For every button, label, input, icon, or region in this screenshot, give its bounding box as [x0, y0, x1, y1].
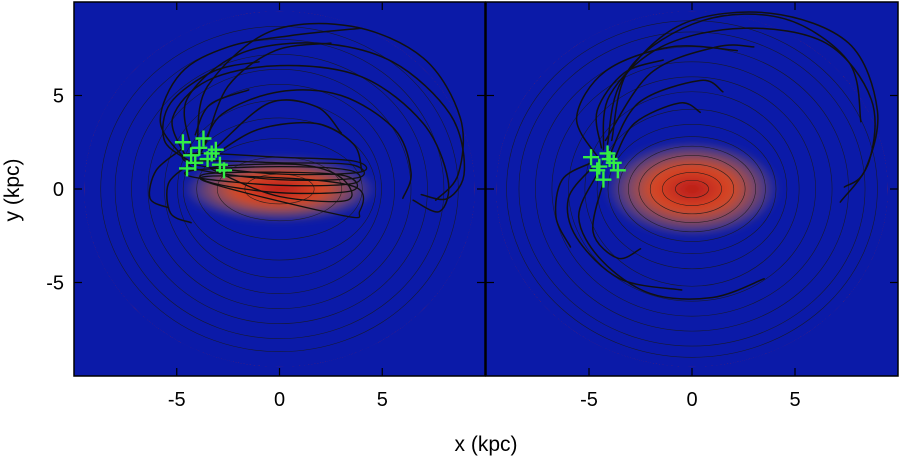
contour-line — [607, 124, 777, 254]
start-marker — [583, 149, 600, 166]
contour-line — [568, 76, 816, 302]
start-marker — [605, 154, 622, 171]
orbit-path — [577, 173, 765, 300]
plot-area-right — [486, 2, 898, 376]
bar-orbit-path — [188, 159, 365, 181]
start-marker — [203, 145, 220, 162]
y-tick-label: 0 — [53, 179, 64, 201]
start-marker — [591, 158, 608, 175]
start-marker — [183, 147, 200, 164]
x-axis-label: x (kpc) — [455, 433, 518, 456]
orbit-path — [196, 22, 465, 201]
plot-area-left — [74, 2, 485, 376]
ticks — [486, 2, 898, 376]
orbit-path — [608, 79, 724, 157]
contour-line — [182, 117, 377, 261]
density-bar — [604, 141, 780, 237]
bar-orbit-path — [199, 175, 365, 219]
orbit-path — [162, 61, 260, 162]
start-marker — [216, 162, 233, 179]
orbit-path — [604, 44, 755, 142]
y-tick-label: 5 — [53, 86, 64, 108]
contour-line — [584, 91, 800, 287]
markers — [583, 145, 626, 188]
start-marker — [174, 134, 191, 151]
orbit-path — [166, 163, 192, 224]
orbit-path — [575, 45, 739, 160]
contour-line — [551, 61, 833, 317]
contour-line — [114, 39, 445, 339]
panel-right: -5 0 5 — [485, 1, 899, 411]
orbit-path — [612, 102, 701, 162]
start-marker — [207, 141, 224, 158]
start-marker — [595, 171, 612, 188]
orbit-path — [592, 180, 642, 260]
orbit-path — [566, 165, 683, 291]
orbit-path — [204, 42, 332, 145]
x-tick-label: -5 — [168, 389, 186, 411]
contour-line — [628, 145, 756, 233]
panel-left: -5 0 5 -5 0 5 — [46, 1, 486, 411]
orbit-path — [171, 64, 450, 213]
bar-orbit-path — [210, 163, 353, 203]
y-tick-label: -5 — [46, 273, 64, 295]
orbit-path — [212, 121, 363, 172]
contour-line — [518, 31, 866, 347]
ticks — [74, 2, 485, 376]
contour-line — [618, 136, 766, 242]
start-marker — [179, 160, 196, 177]
x-tick-label: 0 — [274, 389, 285, 411]
orbit-path — [159, 27, 363, 160]
contour-line — [675, 179, 709, 199]
orbit-path — [200, 89, 412, 200]
start-marker — [601, 151, 618, 168]
start-marker — [589, 162, 606, 179]
x-tick-label: 0 — [686, 389, 697, 411]
x-tick-label: -5 — [580, 389, 598, 411]
contour-line — [662, 172, 722, 206]
start-marker — [609, 162, 626, 179]
start-marker — [191, 139, 208, 156]
markers — [174, 130, 233, 179]
orbit-path — [148, 148, 182, 209]
start-marker — [187, 154, 204, 171]
orbit-path — [595, 59, 664, 149]
orbit-path — [554, 162, 592, 248]
contour-line — [596, 108, 788, 270]
orbit-path — [194, 89, 250, 136]
contour-line — [164, 83, 395, 295]
bar-orbit-path — [184, 165, 362, 187]
start-marker — [195, 130, 212, 147]
orbit-path — [183, 42, 466, 201]
orbit-path — [217, 99, 342, 147]
orbits — [148, 22, 466, 224]
y-axis-label: y (kpc) — [1, 159, 24, 222]
x-tick-label: 5 — [789, 389, 800, 411]
contour-line — [649, 163, 735, 215]
x-tick-label: 5 — [377, 389, 388, 411]
contour-line — [638, 155, 746, 223]
contour-line — [196, 138, 363, 240]
orbits — [554, 11, 879, 300]
contour-line — [147, 69, 412, 309]
contour-line — [131, 54, 428, 324]
